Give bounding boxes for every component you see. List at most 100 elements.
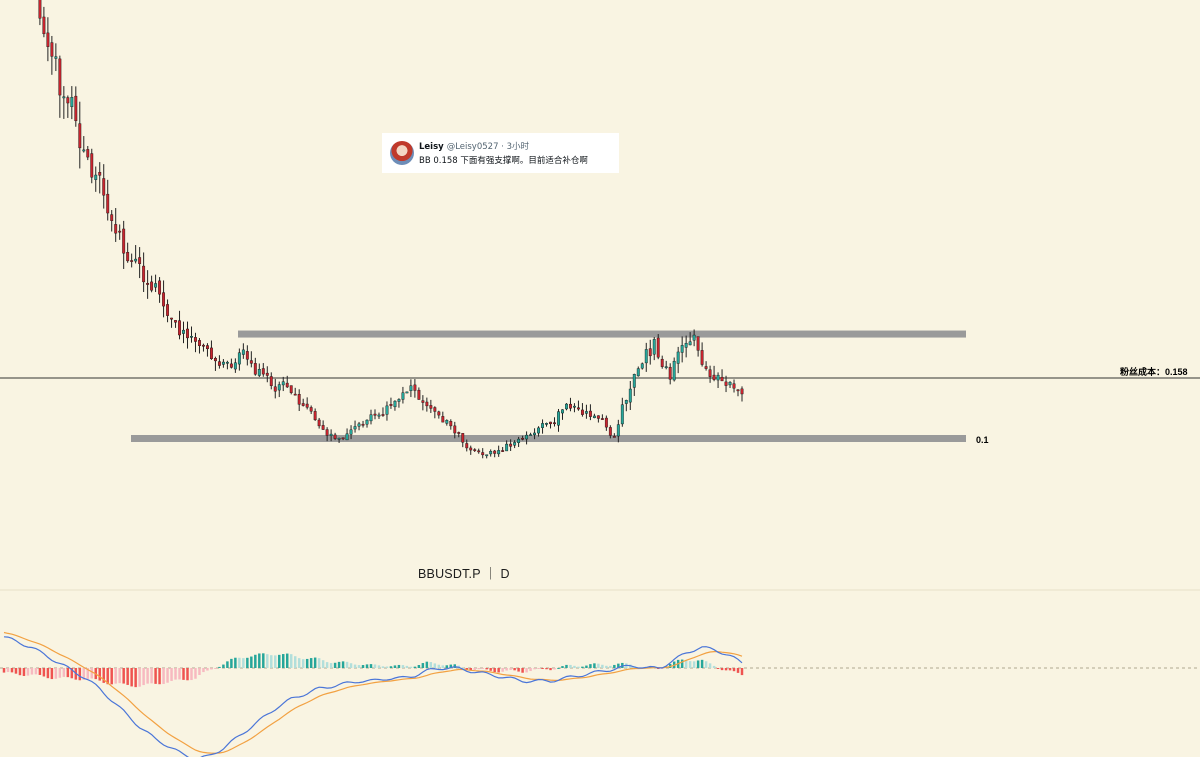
candle-body (541, 423, 544, 428)
macd-histogram-bar (337, 661, 341, 668)
candle (46, 17, 50, 62)
candle (569, 397, 572, 412)
candle-body (38, 0, 42, 19)
candle (130, 253, 134, 268)
candle (357, 421, 361, 431)
candle-body (126, 252, 130, 262)
candle-body (273, 386, 277, 392)
macd-histogram-bar (513, 668, 516, 671)
candle-body (437, 411, 441, 416)
candle (178, 310, 181, 340)
macd-histogram-bar (14, 668, 18, 674)
macd-histogram-bar (246, 657, 249, 668)
candle (253, 357, 257, 376)
candle (202, 343, 205, 352)
candle (78, 101, 82, 169)
candle-body (501, 450, 505, 452)
candle-body (397, 399, 401, 402)
candle (297, 389, 301, 411)
candle-body (596, 415, 600, 419)
candle (190, 326, 193, 343)
candle (102, 164, 106, 209)
macd-histogram-bar (589, 664, 592, 668)
candle (612, 433, 616, 438)
candle-body (74, 95, 78, 122)
candle (397, 398, 401, 408)
candle-body (461, 433, 465, 443)
candle-body (297, 394, 301, 405)
candle (433, 406, 437, 419)
tweet-author-name: Leisy (419, 142, 444, 152)
candle (277, 381, 281, 398)
candle-body (62, 96, 66, 99)
candle (170, 317, 173, 328)
candle-body (561, 409, 564, 414)
candle (373, 409, 377, 420)
macd-histogram-bar (704, 661, 708, 668)
macd-histogram-bar (565, 664, 568, 668)
macd-histogram-bar (46, 668, 50, 679)
candle (489, 449, 493, 457)
candle (58, 55, 62, 118)
candle (600, 414, 604, 420)
candle-body (102, 178, 106, 196)
candle (712, 365, 716, 382)
macd-histogram-bar (708, 663, 712, 668)
macd-histogram-bar (317, 658, 321, 668)
candle (636, 366, 640, 377)
macd-histogram-bar (150, 668, 153, 684)
candle (138, 247, 142, 279)
candle-body (417, 389, 421, 400)
macd-histogram-bar (509, 668, 512, 670)
macd-histogram-bar (433, 663, 437, 668)
candle-body (42, 16, 46, 35)
candle-body (680, 345, 684, 353)
candle-body (269, 376, 273, 386)
candle-body (325, 429, 329, 436)
candle (565, 403, 568, 411)
candle-body (481, 452, 485, 456)
candle-body (265, 372, 269, 376)
candle-body (708, 369, 712, 377)
candle (584, 404, 588, 419)
candle (261, 363, 265, 377)
macd-histogram-bar (341, 661, 345, 668)
candle-body (122, 228, 126, 254)
macd-histogram-bar (517, 668, 520, 672)
avatar (390, 141, 414, 165)
candle-body (600, 418, 604, 420)
candle (545, 422, 548, 427)
candle (305, 397, 309, 410)
macd-histogram-bar (533, 668, 536, 670)
candle (616, 419, 620, 443)
candle (365, 419, 369, 428)
candle-body (301, 403, 305, 406)
candle-body (588, 410, 592, 417)
candle-body (333, 434, 337, 439)
macd-histogram-bar (525, 668, 528, 673)
candle (94, 166, 98, 192)
candle-body (656, 337, 660, 358)
candle (644, 342, 648, 372)
macd-histogram-bar (593, 663, 596, 668)
candle-body (624, 400, 628, 404)
candle-body (493, 450, 497, 454)
candle-body (194, 337, 197, 342)
macd-histogram-bar (413, 666, 417, 668)
candle-body (592, 415, 596, 419)
candle (696, 336, 700, 357)
macd-histogram-bar (417, 665, 421, 668)
candle (301, 398, 305, 407)
candle (732, 379, 736, 393)
candle-body (529, 434, 533, 436)
candle (668, 363, 672, 385)
candle-body (441, 416, 445, 423)
candle-body (217, 361, 221, 366)
candle (537, 426, 540, 437)
macd-histogram-bar (18, 668, 22, 676)
candle-body (138, 257, 142, 264)
candle-body (457, 432, 461, 434)
candle (640, 362, 644, 370)
candle (513, 440, 517, 449)
